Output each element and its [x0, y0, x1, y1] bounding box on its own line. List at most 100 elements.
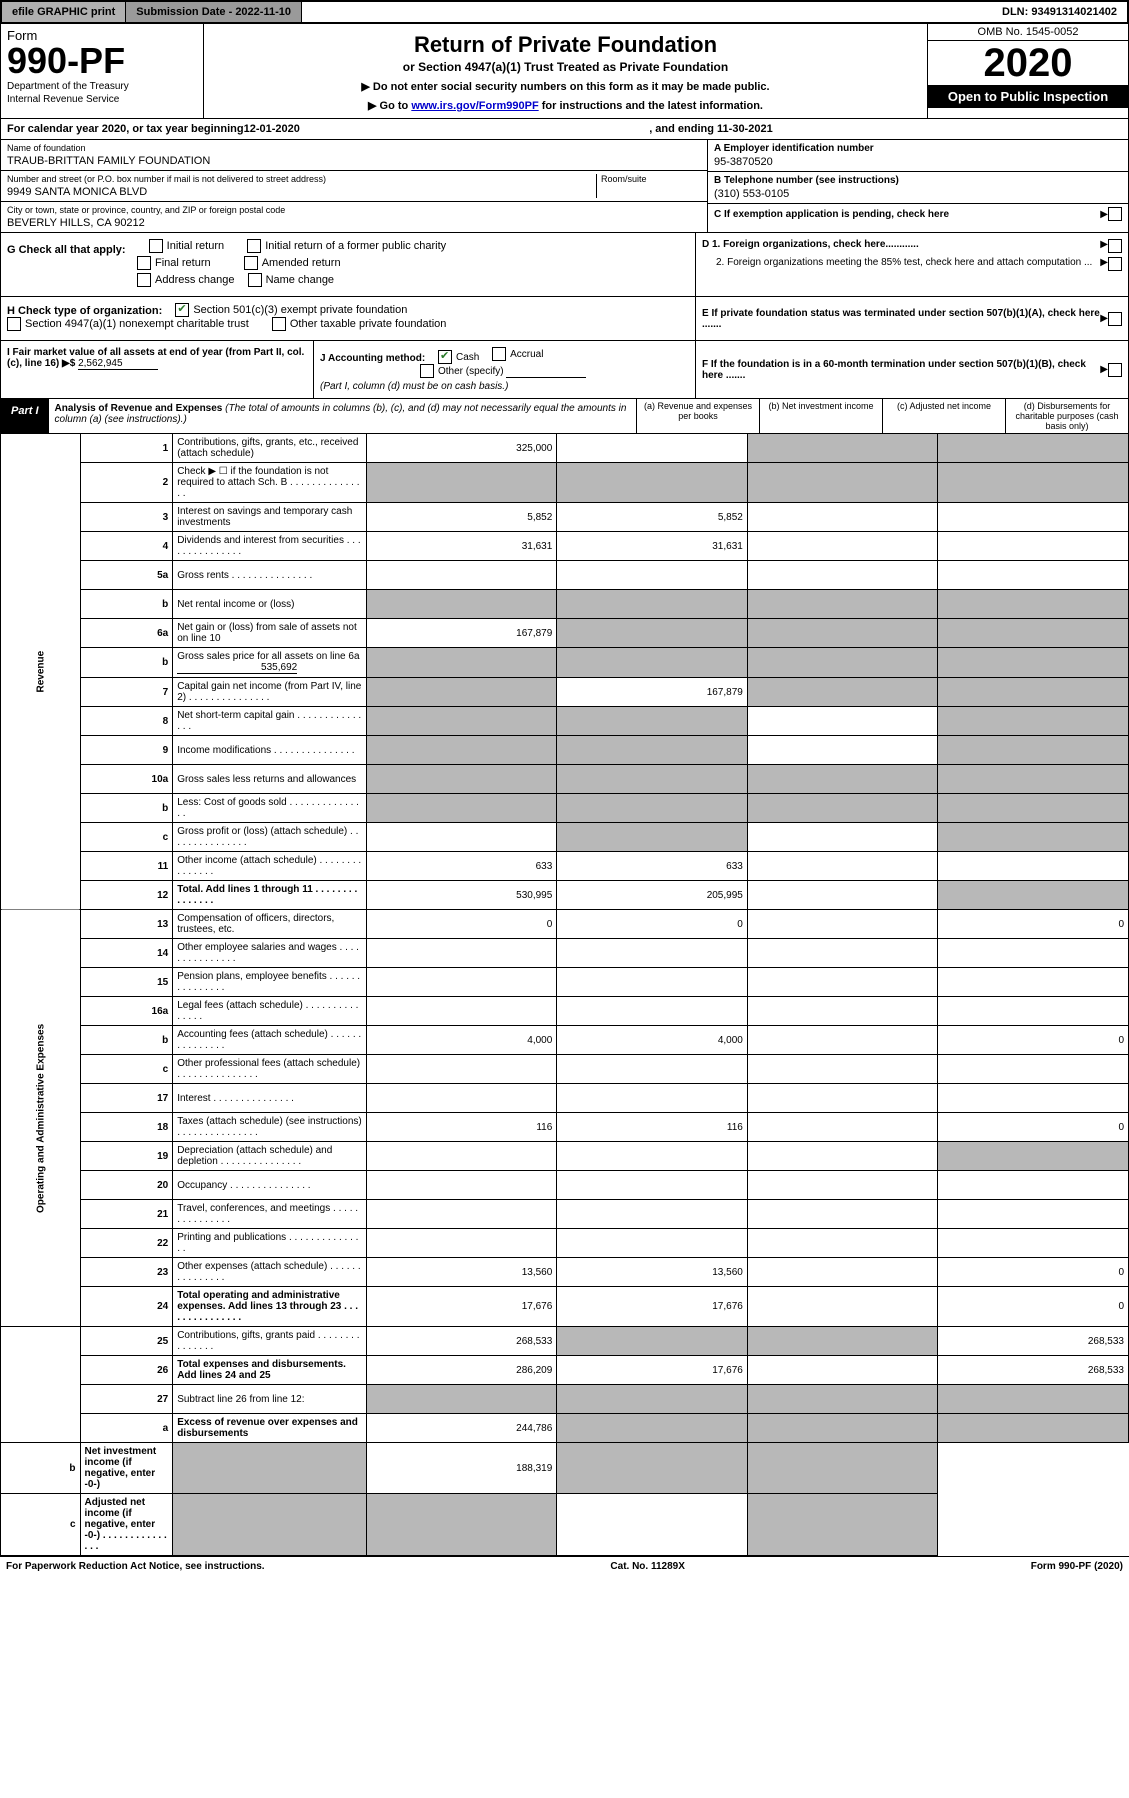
line-desc: Subtract line 26 from line 12: [173, 1385, 367, 1414]
h-label: H Check type of organization: [7, 305, 162, 317]
c-checkbox[interactable] [1108, 207, 1122, 221]
amount-cell [747, 881, 938, 910]
g-initial: Initial return [167, 240, 224, 252]
amount-cell [366, 939, 557, 968]
name-label: Name of foundation [7, 143, 701, 153]
j-other-checkbox[interactable] [420, 364, 434, 378]
part1-header: Part I Analysis of Revenue and Expenses … [0, 399, 1129, 434]
amount-cell: 167,879 [557, 678, 748, 707]
g-name: Name change [266, 274, 335, 286]
efile-print-button[interactable]: efile GRAPHIC print [2, 2, 126, 22]
line-desc: Other expenses (attach schedule) [173, 1258, 367, 1287]
amount-cell [557, 997, 748, 1026]
amount-cell [366, 1229, 557, 1258]
amount-cell: 0 [938, 1026, 1129, 1055]
line-number: 11 [80, 852, 173, 881]
h-other: Other taxable private foundation [290, 318, 447, 330]
line-number: 8 [80, 707, 173, 736]
dept-treasury: Department of the Treasury [7, 81, 197, 92]
h-other-checkbox[interactable] [272, 317, 286, 331]
cal-end: 11-30-2021 [717, 123, 773, 135]
amount-cell [747, 1229, 938, 1258]
line-number: 16a [80, 997, 173, 1026]
amount-cell: 633 [557, 852, 748, 881]
amount-cell [366, 1385, 557, 1414]
line-desc: Printing and publications [173, 1229, 367, 1258]
amount-cell [366, 707, 557, 736]
paperwork-notice: For Paperwork Reduction Act Notice, see … [6, 1561, 265, 1572]
street-address: 9949 SANTA MONICA BLVD [7, 184, 596, 198]
g-initial-checkbox[interactable] [149, 239, 163, 253]
irs-link[interactable]: www.irs.gov/Form990PF [411, 100, 538, 112]
g-addr-checkbox[interactable] [137, 273, 151, 287]
line-number: 4 [80, 532, 173, 561]
cal-b: , and ending [649, 123, 717, 135]
amount-cell [747, 678, 938, 707]
h-501c3-checkbox[interactable] [175, 303, 189, 317]
d1-checkbox[interactable] [1108, 239, 1122, 253]
amount-cell [366, 590, 557, 619]
amount-cell [747, 648, 938, 678]
d2-checkbox[interactable] [1108, 257, 1122, 271]
line-desc: Net rental income or (loss) [173, 590, 367, 619]
section-h: H Check type of organization: Section 50… [1, 297, 695, 340]
line-desc: Income modifications [173, 736, 367, 765]
g-final-checkbox[interactable] [137, 256, 151, 270]
e-checkbox[interactable] [1108, 312, 1122, 326]
line-number: 25 [80, 1327, 173, 1356]
line-number: 5a [80, 561, 173, 590]
amount-cell: 17,676 [557, 1356, 748, 1385]
j-other: Other (specify) [438, 366, 504, 377]
line-number: 1 [80, 434, 173, 463]
line-desc: Dividends and interest from securities [173, 532, 367, 561]
amount-cell [747, 997, 938, 1026]
line-number: 23 [80, 1258, 173, 1287]
h-4947-checkbox[interactable] [7, 317, 21, 331]
g-amended-checkbox[interactable] [244, 256, 258, 270]
amount-cell [938, 503, 1129, 532]
line-number: c [80, 1055, 173, 1084]
line-number: 27 [80, 1385, 173, 1414]
g-initial-pub-checkbox[interactable] [247, 239, 261, 253]
amount-cell: 0 [366, 910, 557, 939]
j-accrual-checkbox[interactable] [492, 347, 506, 361]
amount-cell: 0 [938, 910, 1129, 939]
amount-cell [938, 997, 1129, 1026]
amount-cell [938, 1171, 1129, 1200]
line-desc: Excess of revenue over expenses and disb… [173, 1414, 367, 1443]
omb-number: OMB No. 1545-0052 [928, 24, 1128, 41]
amount-cell: 268,533 [366, 1327, 557, 1356]
j-cash-checkbox[interactable] [438, 350, 452, 364]
amount-cell: 268,533 [938, 1327, 1129, 1356]
line-number: b [80, 794, 173, 823]
amount-cell [938, 852, 1129, 881]
amount-cell: 31,631 [366, 532, 557, 561]
f-label: F If the foundation is in a 60-month ter… [702, 359, 1100, 381]
line-desc: Net investment income (if negative, ente… [80, 1443, 173, 1494]
line-number: 17 [80, 1084, 173, 1113]
line-number: 24 [80, 1287, 173, 1327]
amount-cell: 325,000 [366, 434, 557, 463]
cat-no: Cat. No. 11289X [610, 1561, 684, 1572]
amount-cell [747, 1356, 938, 1385]
g-name-checkbox[interactable] [248, 273, 262, 287]
amount-cell [938, 678, 1129, 707]
amount-cell: 0 [938, 1287, 1129, 1327]
amount-cell: 4,000 [366, 1026, 557, 1055]
line-number: b [80, 648, 173, 678]
amount-cell: 530,995 [366, 881, 557, 910]
amount-cell [366, 561, 557, 590]
line-number: 13 [80, 910, 173, 939]
amount-cell: 4,000 [557, 1026, 748, 1055]
f-checkbox[interactable] [1108, 363, 1122, 377]
amount-cell [366, 678, 557, 707]
amount-cell [747, 532, 938, 561]
line-number: 9 [80, 736, 173, 765]
amount-cell [747, 1287, 938, 1327]
amount-cell [747, 434, 938, 463]
line-desc: Depreciation (attach schedule) and deple… [173, 1142, 367, 1171]
amount-cell [938, 463, 1129, 503]
amount-cell [747, 1171, 938, 1200]
amount-cell [747, 852, 938, 881]
line-desc: Other employee salaries and wages [173, 939, 367, 968]
